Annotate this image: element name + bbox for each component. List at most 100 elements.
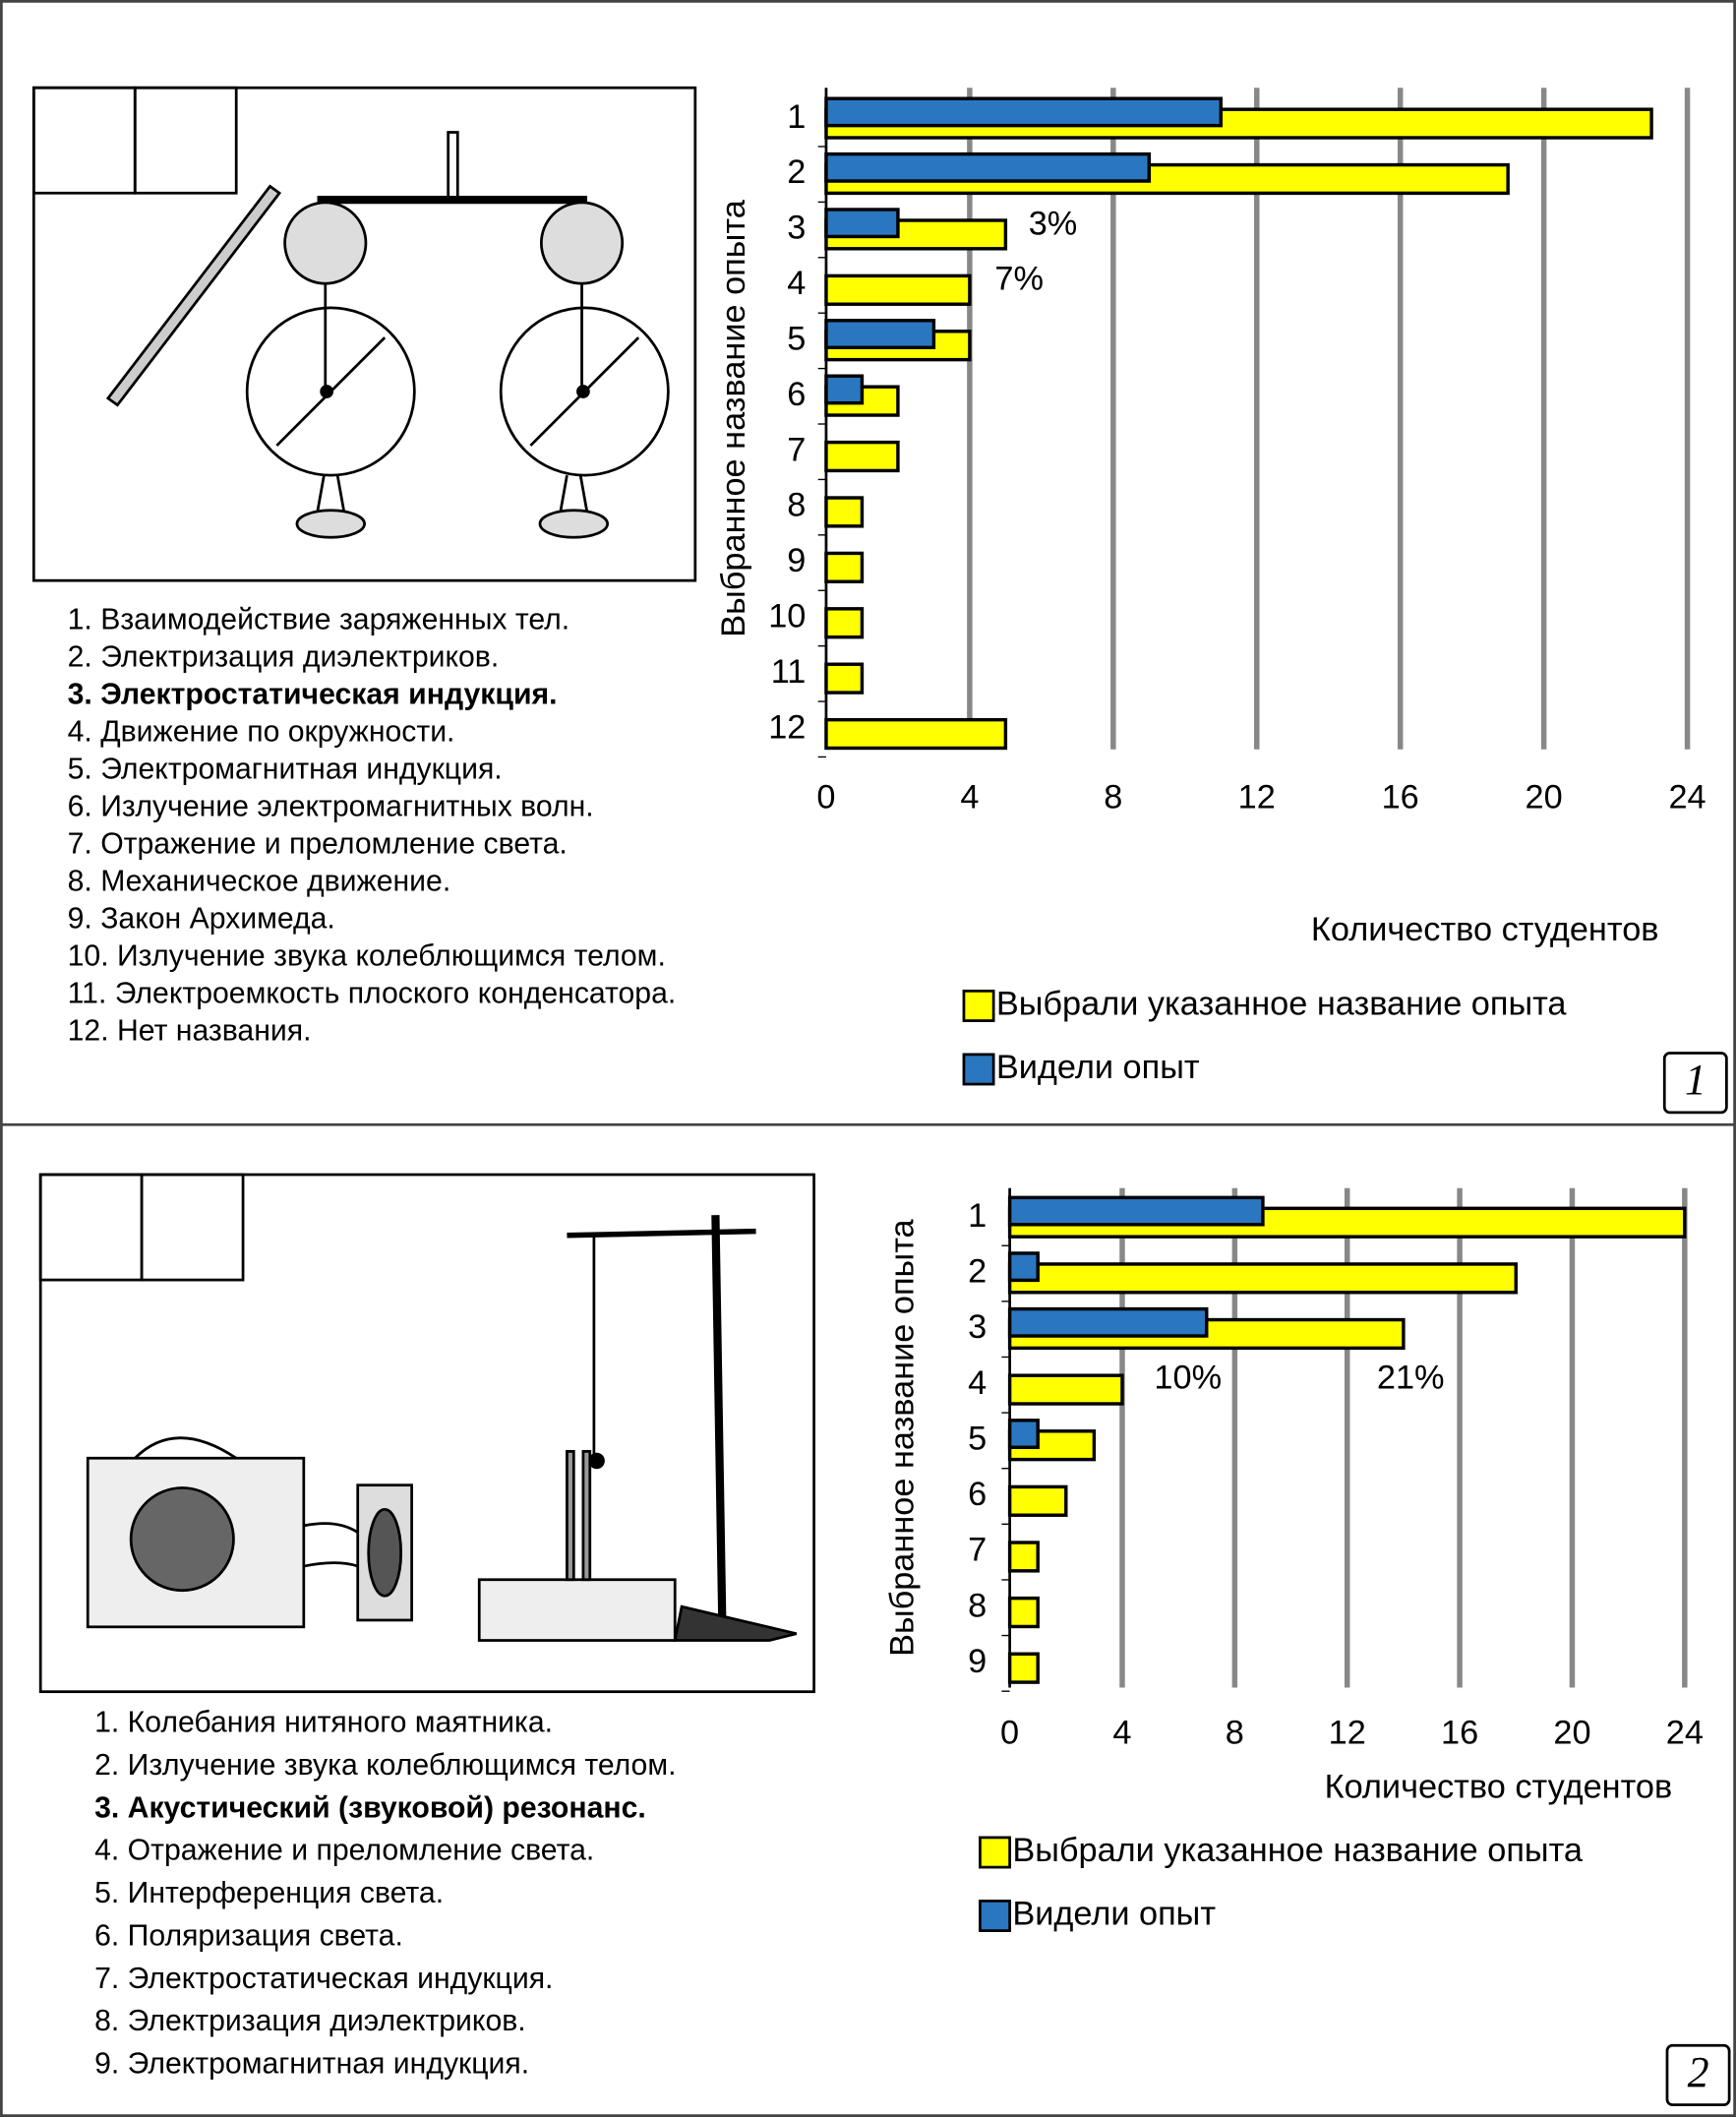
list-item: 6. Поляризация света.: [94, 1919, 403, 1952]
y-axis-label: Выбранное название опыта: [884, 1218, 922, 1656]
list-item: 9. Электромагнитная индукция.: [94, 2048, 529, 2081]
category-label: 6: [787, 376, 806, 413]
bar: [824, 273, 972, 306]
illustration-resonance: [38, 1173, 815, 1694]
list-item: 2. Электризация диэлектриков.: [68, 640, 500, 673]
bar: [824, 208, 900, 239]
x-axis-label: Количество студентов: [1311, 911, 1659, 948]
x-tick-label: 12: [1329, 1715, 1366, 1752]
category-label: 1: [787, 98, 806, 136]
list-item: 6. Излучение электромагнитных волн.: [68, 790, 594, 822]
bar: [1007, 1541, 1040, 1573]
x-tick-label: 4: [1112, 1715, 1131, 1752]
legend-label: Выбрали указанное название опыта: [1012, 1832, 1584, 1869]
list-item: 3. Электростатическая индукция.: [68, 678, 558, 710]
bar: [824, 319, 936, 349]
x-tick-label: 0: [816, 779, 835, 817]
bar: [824, 662, 865, 695]
bar: [824, 551, 865, 583]
y-axis-label: Выбранное название опыта: [715, 199, 752, 636]
bar: [824, 607, 865, 639]
list-item: 10. Излучение звука колеблющимся телом.: [68, 939, 666, 972]
x-tick-label: 8: [1226, 1715, 1244, 1752]
legend-swatch: [962, 1053, 995, 1086]
x-tick-label: 8: [1104, 779, 1122, 817]
list-item: 11. Электроемкость плоского конденсатора…: [68, 977, 677, 1009]
x-tick-label: 12: [1238, 779, 1276, 817]
list-item: 1. Взаимодействие заряженных тел.: [68, 603, 570, 635]
category-label: 6: [968, 1476, 987, 1513]
illustration-electroscopes: [31, 86, 697, 582]
category-label: 2: [968, 1253, 987, 1291]
category-label: 4: [787, 265, 806, 302]
bar: [824, 96, 1223, 128]
legend-swatch: [979, 1900, 1011, 1932]
list-item: 2. Излучение звука колеблющимся телом.: [94, 1749, 676, 1782]
list-item: 8. Механическое движение.: [68, 865, 451, 897]
list-item: 3. Акустический (звуковой) резонанс.: [94, 1791, 646, 1824]
bar: [1007, 1652, 1040, 1684]
bar: [1007, 1251, 1040, 1283]
x-tick-label: 20: [1526, 779, 1563, 817]
annotation: 21%: [1377, 1360, 1445, 1397]
x-tick-label: 16: [1382, 779, 1419, 817]
x-tick-label: 20: [1553, 1715, 1590, 1752]
bar: [1007, 1306, 1209, 1338]
list-item: 8. Электризация диэлектриков.: [94, 2005, 526, 2037]
category-label: 12: [768, 708, 806, 746]
category-label: 3: [968, 1308, 987, 1346]
category-label: 9: [787, 542, 806, 579]
list-item: 5. Интерференция света.: [94, 1877, 444, 1909]
bar: [1007, 1195, 1265, 1227]
x-tick-label: 24: [1666, 1715, 1704, 1752]
bar: [1007, 1484, 1068, 1517]
bar: [824, 374, 865, 405]
list-item: 1. Колебания нитяного маятника.: [94, 1707, 553, 1739]
category-label: 11: [771, 653, 807, 691]
bar: [1007, 1373, 1124, 1406]
panel-number: 1: [1685, 1057, 1706, 1104]
bar: [824, 440, 900, 473]
list-item: 5. Электромагнитная индукция.: [68, 753, 503, 785]
legend-label: Видели опыт: [1012, 1896, 1216, 1933]
category-label: 7: [787, 431, 806, 468]
annotation: 7%: [994, 261, 1044, 298]
list-item: 4. Движение по окружности.: [68, 715, 455, 748]
x-tick-label: 16: [1441, 1715, 1478, 1752]
bar: [824, 717, 1008, 751]
category-label: 10: [768, 598, 806, 635]
bar: [1007, 1596, 1040, 1629]
legend-label: Видели опыт: [996, 1049, 1200, 1086]
panel-number-box: [1665, 2043, 1731, 2107]
panel-number: 2: [1688, 2049, 1709, 2096]
category-label: 1: [968, 1197, 987, 1235]
bar: [1007, 1262, 1518, 1295]
annotation: 10%: [1154, 1360, 1222, 1397]
bar: [824, 151, 1152, 183]
annotation: 3%: [1029, 205, 1078, 242]
category-label: 3: [787, 210, 806, 247]
panel-number-box: [1662, 1052, 1728, 1115]
list-item: 7. Электростатическая индукция.: [94, 1963, 553, 1995]
x-tick-label: 4: [960, 779, 979, 817]
list-item: 9. Закон Архимеда.: [68, 902, 335, 935]
legend-swatch: [962, 990, 995, 1022]
list-item: 4. Отражение и преломление света.: [94, 1835, 594, 1867]
list-item: 12. Нет названия.: [68, 1014, 312, 1047]
list-item: 7. Отражение и преломление света.: [68, 827, 568, 860]
category-label: 4: [968, 1364, 987, 1402]
category-label: 8: [968, 1587, 987, 1624]
bar: [824, 496, 865, 528]
category-label: 2: [787, 153, 806, 191]
x-tick-label: 24: [1668, 779, 1706, 817]
category-label: 5: [968, 1420, 987, 1457]
bar: [1007, 1419, 1040, 1449]
category-label: 9: [968, 1643, 987, 1680]
category-label: 5: [787, 320, 806, 357]
legend-label: Выбрали указанное название опыта: [996, 986, 1568, 1023]
x-axis-label: Количество студентов: [1325, 1769, 1673, 1806]
legend-swatch: [979, 1836, 1011, 1869]
x-tick-label: 0: [1000, 1715, 1019, 1752]
category-label: 8: [787, 487, 806, 524]
